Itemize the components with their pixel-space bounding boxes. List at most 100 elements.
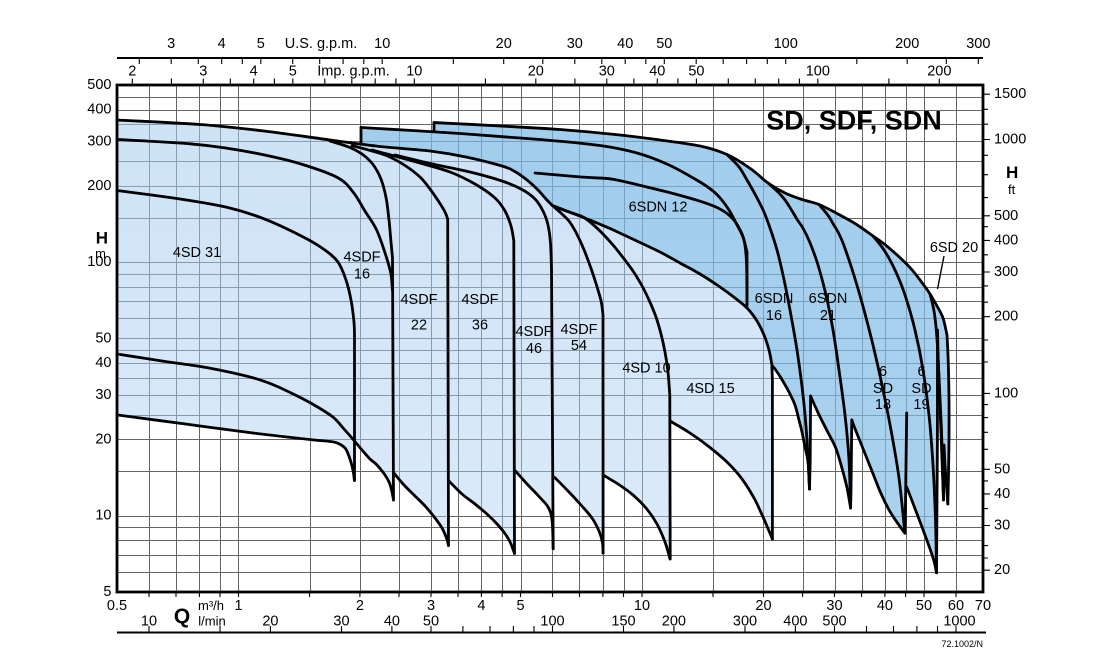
svg-text:10: 10 [406, 64, 422, 80]
svg-text:60: 60 [948, 598, 964, 614]
svg-text:4SD 10: 4SD 10 [622, 361, 670, 377]
svg-text:50: 50 [688, 64, 704, 80]
svg-text:300: 300 [994, 264, 1018, 280]
svg-text:5: 5 [103, 584, 111, 600]
svg-text:16: 16 [766, 308, 782, 324]
svg-text:6SDN: 6SDN [755, 291, 794, 307]
svg-text:46: 46 [526, 341, 542, 357]
svg-text:40: 40 [95, 355, 111, 371]
svg-text:4SDF: 4SDF [343, 250, 380, 266]
svg-text:30: 30 [567, 36, 583, 52]
svg-text:10: 10 [95, 508, 111, 524]
svg-text:40: 40 [877, 598, 893, 614]
svg-text:400: 400 [994, 232, 1018, 248]
svg-text:5: 5 [516, 598, 524, 614]
svg-text:SD: SD [873, 381, 893, 397]
svg-text:50: 50 [656, 36, 672, 52]
svg-text:22: 22 [411, 318, 427, 334]
svg-text:SD: SD [911, 381, 931, 397]
svg-text:4SDF: 4SDF [515, 324, 552, 340]
svg-text:500: 500 [87, 77, 111, 93]
svg-text:40: 40 [649, 64, 665, 80]
svg-text:100: 100 [87, 254, 111, 270]
svg-text:20: 20 [755, 598, 771, 614]
svg-text:H: H [1006, 163, 1018, 182]
svg-text:400: 400 [783, 614, 807, 630]
svg-text:m: m [95, 246, 106, 261]
svg-text:21: 21 [820, 308, 836, 324]
svg-text:SD, SDF, SDN: SD, SDF, SDN [766, 106, 942, 136]
svg-text:100: 100 [806, 64, 830, 80]
svg-text:1: 1 [234, 598, 242, 614]
svg-text:20: 20 [95, 431, 111, 447]
svg-text:H: H [96, 229, 108, 248]
svg-text:40: 40 [994, 486, 1010, 502]
svg-text:200: 200 [994, 309, 1018, 325]
svg-text:50: 50 [916, 598, 932, 614]
svg-text:50: 50 [423, 614, 439, 630]
svg-text:200: 200 [927, 64, 951, 80]
svg-text:5: 5 [257, 36, 265, 52]
svg-text:30: 30 [95, 387, 111, 403]
svg-text:20: 20 [528, 64, 544, 80]
svg-text:200: 200 [662, 614, 686, 630]
svg-text:3: 3 [199, 64, 207, 80]
svg-text:400: 400 [87, 102, 111, 118]
svg-text:20: 20 [994, 562, 1010, 578]
svg-text:ft: ft [1008, 182, 1016, 197]
svg-text:300: 300 [733, 614, 757, 630]
svg-text:200: 200 [895, 36, 919, 52]
svg-text:2: 2 [356, 598, 364, 614]
svg-text:1000: 1000 [943, 614, 975, 630]
svg-text:4SD 15: 4SD 15 [686, 381, 734, 397]
svg-text:4SDF: 4SDF [400, 292, 437, 308]
svg-text:Imp. g.p.m.: Imp. g.p.m. [317, 64, 390, 80]
svg-text:150: 150 [611, 614, 635, 630]
svg-text:10: 10 [141, 614, 157, 630]
svg-text:70: 70 [975, 598, 991, 614]
svg-text:6SDN 12: 6SDN 12 [629, 200, 688, 216]
svg-text:30: 30 [826, 598, 842, 614]
svg-text:1500: 1500 [994, 86, 1026, 102]
svg-text:0.5: 0.5 [107, 598, 127, 614]
svg-text:40: 40 [617, 36, 633, 52]
svg-text:3: 3 [167, 36, 175, 52]
svg-text:20: 20 [496, 36, 512, 52]
svg-text:Q: Q [174, 605, 190, 628]
svg-text:500: 500 [822, 614, 846, 630]
svg-text:300: 300 [87, 133, 111, 149]
svg-text:10: 10 [634, 598, 650, 614]
svg-text:18: 18 [875, 397, 891, 413]
svg-text:500: 500 [994, 208, 1018, 224]
svg-text:4SD 31: 4SD 31 [173, 245, 221, 261]
svg-text:54: 54 [571, 338, 587, 354]
svg-text:U.S. g.p.m.: U.S. g.p.m. [285, 36, 358, 52]
svg-text:100: 100 [774, 36, 798, 52]
svg-text:l/min: l/min [198, 614, 225, 629]
svg-text:19: 19 [913, 397, 929, 413]
svg-text:3: 3 [427, 598, 435, 614]
svg-text:10: 10 [374, 36, 390, 52]
svg-text:72.1002/N: 72.1002/N [941, 639, 983, 649]
svg-text:40: 40 [384, 614, 400, 630]
svg-text:4: 4 [218, 36, 226, 52]
svg-text:6SDN: 6SDN [809, 291, 848, 307]
svg-text:4SDF: 4SDF [461, 292, 498, 308]
svg-text:30: 30 [333, 614, 349, 630]
svg-text:36: 36 [472, 318, 488, 334]
svg-text:1000: 1000 [994, 132, 1026, 148]
svg-text:2: 2 [128, 64, 136, 80]
svg-text:20: 20 [262, 614, 278, 630]
svg-text:6SD 20: 6SD 20 [930, 240, 978, 256]
svg-text:5: 5 [289, 64, 297, 80]
svg-text:m³/h: m³/h [198, 598, 224, 613]
svg-text:4SDF: 4SDF [560, 322, 597, 338]
svg-text:30: 30 [994, 518, 1010, 534]
svg-text:100: 100 [994, 385, 1018, 401]
svg-text:200: 200 [87, 178, 111, 194]
svg-text:100: 100 [540, 614, 564, 630]
svg-text:16: 16 [354, 267, 370, 283]
svg-text:300: 300 [966, 36, 990, 52]
svg-text:30: 30 [599, 64, 615, 80]
svg-text:6: 6 [917, 364, 925, 380]
